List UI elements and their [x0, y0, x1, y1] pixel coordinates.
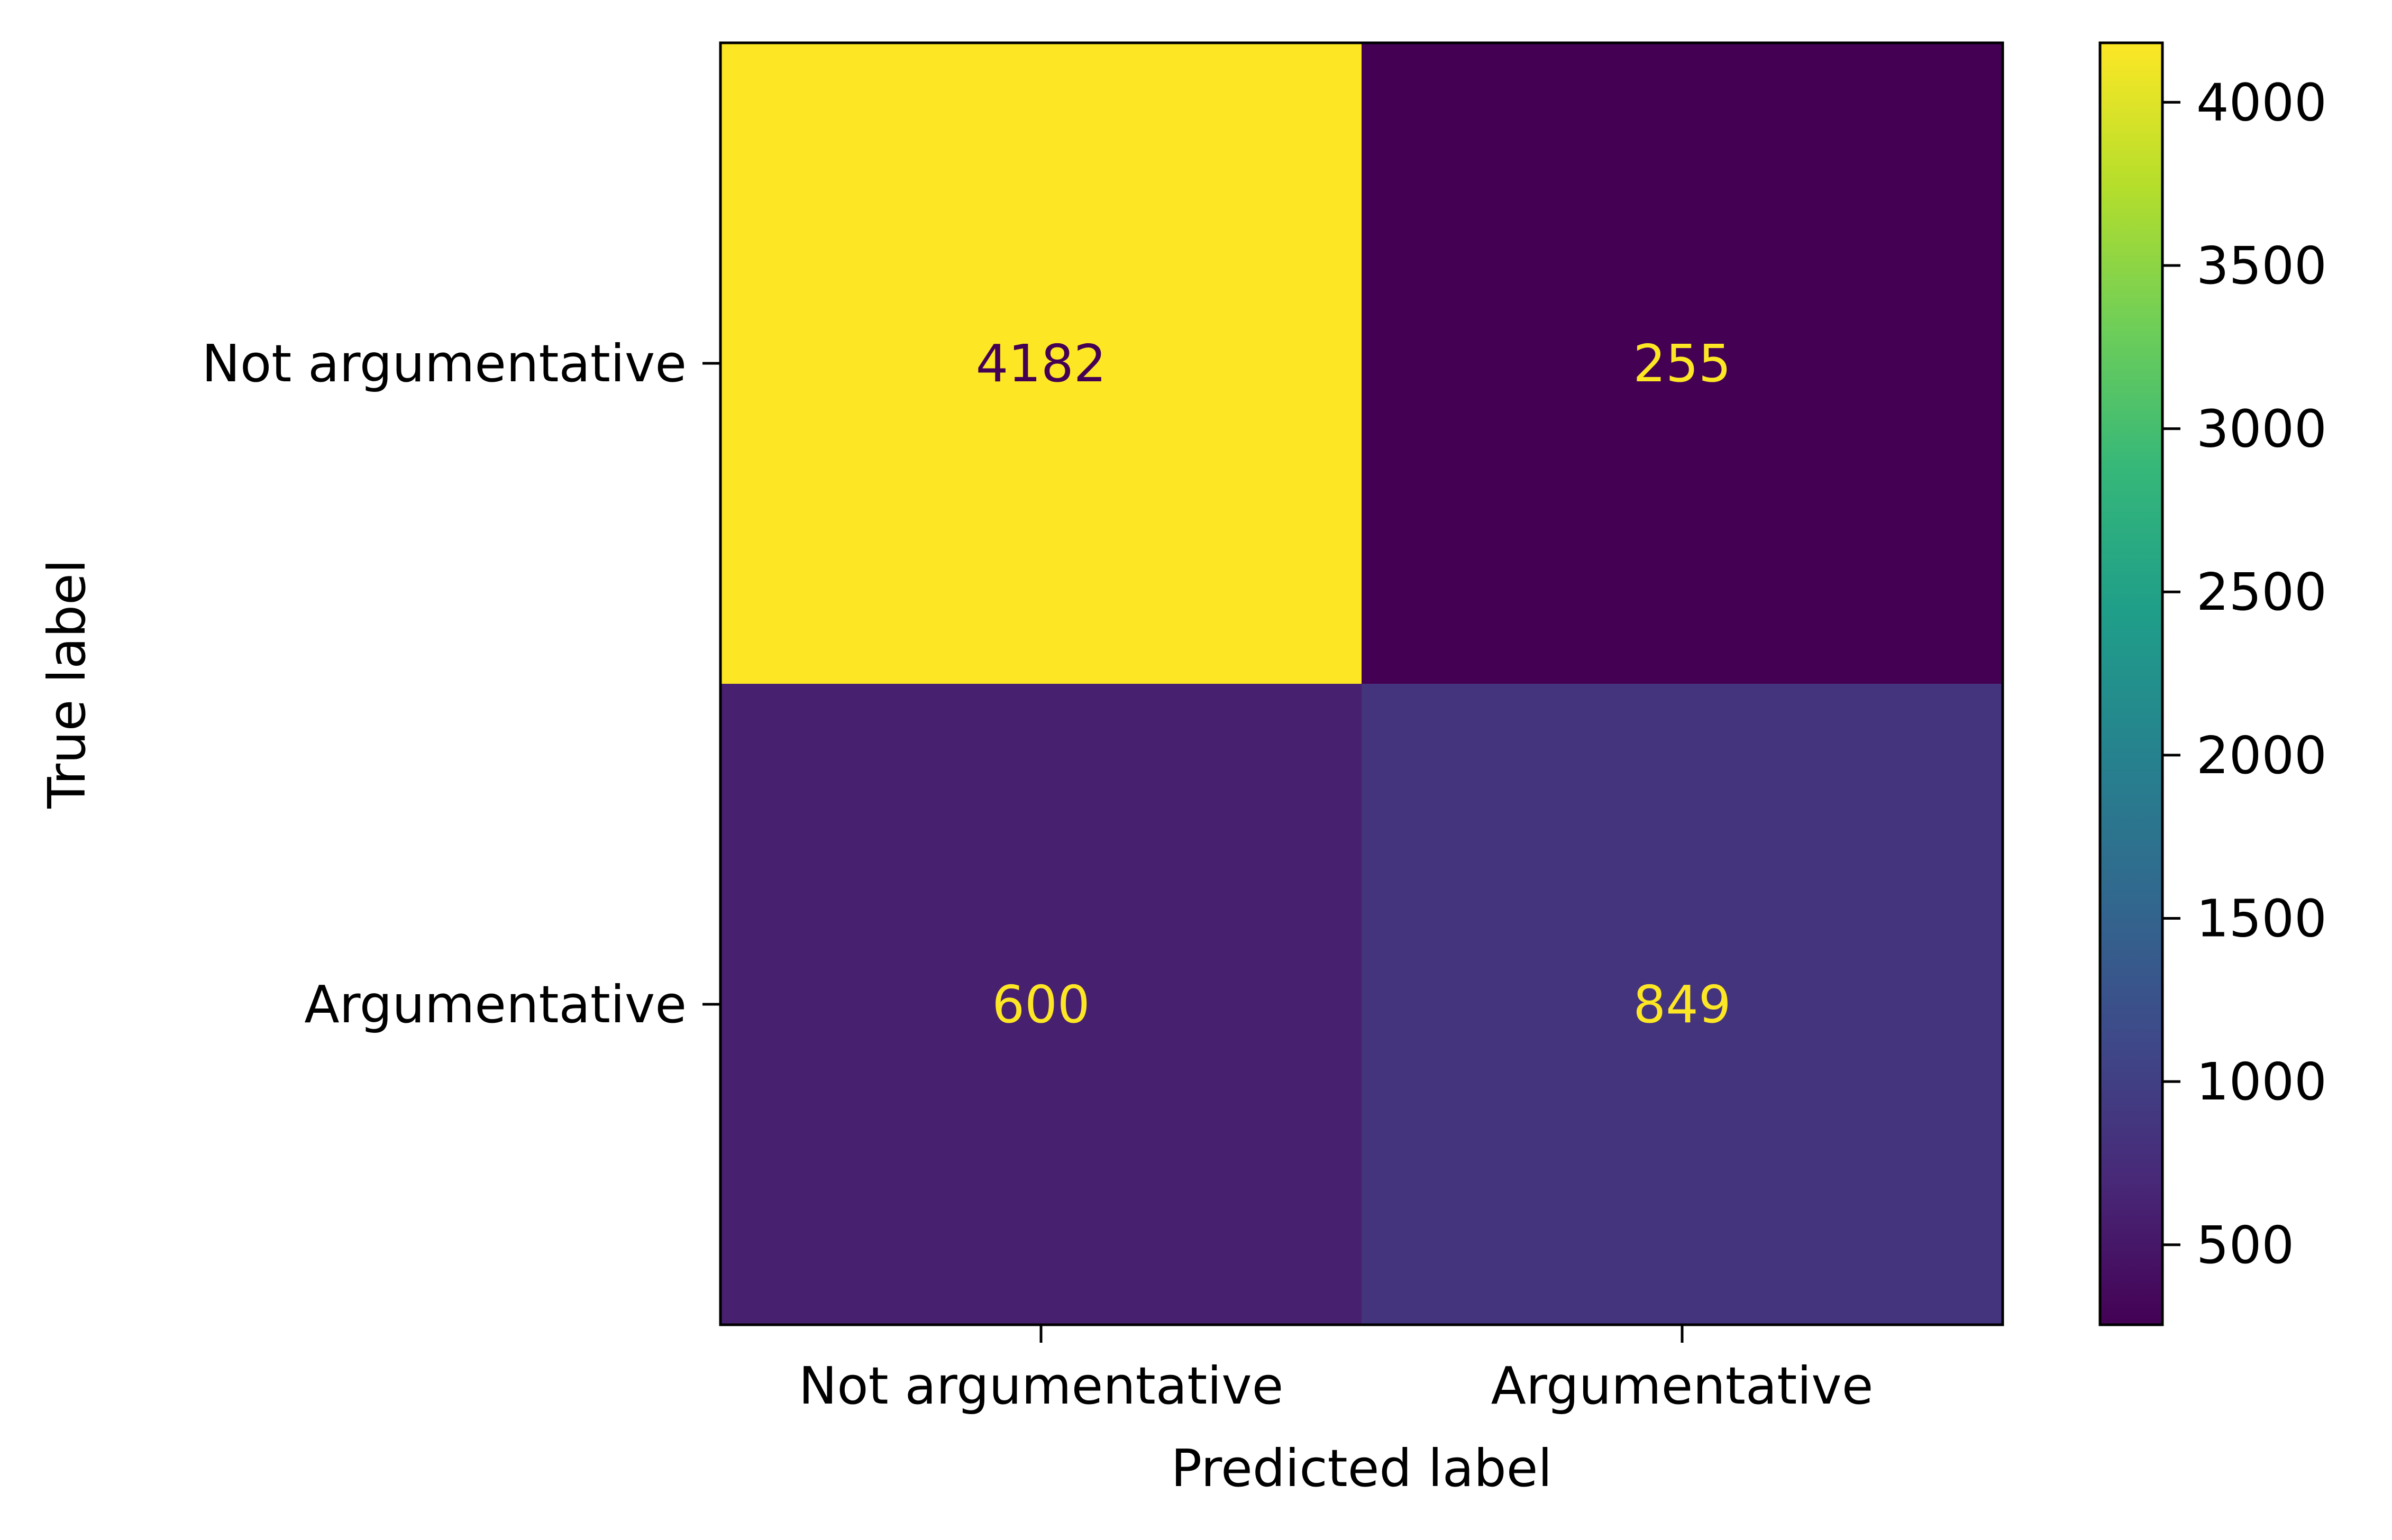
- y-axis-ticks: Not argumentative Argumentative: [202, 334, 720, 1034]
- x-tick-label: Argumentative: [1491, 1356, 1874, 1416]
- heatmap-cells: 4182 255 600 849: [720, 43, 2003, 1325]
- colorbar-tick-label: 3500: [2196, 236, 2327, 296]
- x-axis-ticks: Not argumentative Argumentative: [799, 1325, 1874, 1416]
- cell-value-label: 600: [992, 975, 1090, 1034]
- colorbar-tick-label: 500: [2196, 1215, 2294, 1275]
- colorbar-tick-label: 4000: [2196, 72, 2327, 132]
- x-axis-title: Predicted label: [1171, 1438, 1553, 1498]
- colorbar-tick-label: 1500: [2196, 889, 2327, 949]
- cell-value-label: 4182: [976, 334, 1107, 393]
- colorbar-tick-label: 1000: [2196, 1052, 2327, 1112]
- colorbar: [2098, 41, 2164, 1326]
- cell-value-label: 255: [1633, 334, 1731, 393]
- y-tick-label: Not argumentative: [202, 334, 687, 393]
- x-tick-label: Not argumentative: [799, 1356, 1284, 1416]
- plot-frame: [719, 41, 2004, 1326]
- heatmap-cell: [720, 43, 1362, 684]
- colorbar-ticks: 500 1000 1500 2000 2500 3000 3500 4000: [2162, 72, 2327, 1275]
- y-tick-label: Argumentative: [304, 975, 687, 1034]
- colorbar-tick-label: 2500: [2196, 562, 2327, 622]
- y-axis-title: True label: [37, 559, 97, 809]
- heatmap-cell: [1362, 684, 2003, 1325]
- colorbar-tick-label: 2000: [2196, 726, 2327, 785]
- heatmap-cell: [720, 684, 1362, 1325]
- colorbar-tick-label: 3000: [2196, 399, 2327, 459]
- cell-value-label: 849: [1633, 975, 1731, 1034]
- heatmap-cell: [1362, 43, 2003, 684]
